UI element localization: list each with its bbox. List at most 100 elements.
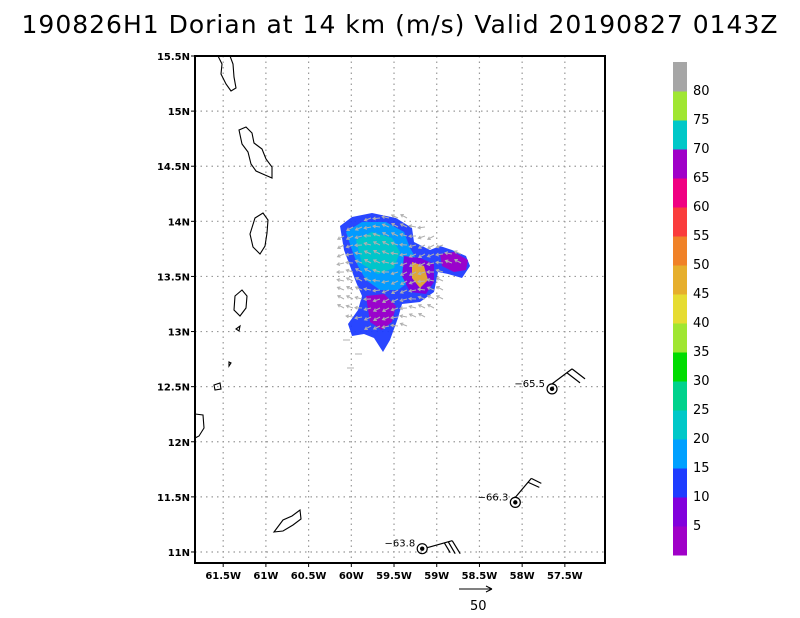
colorbar-segment	[673, 120, 687, 150]
wind-vector-head	[345, 260, 349, 265]
island-outline	[213, 382, 222, 391]
colorbar-segment	[673, 323, 687, 353]
wind-vector	[409, 225, 417, 228]
wind-vector	[364, 268, 372, 273]
wind-vector	[417, 226, 426, 229]
wind-vector	[409, 289, 417, 292]
wind-vector	[364, 226, 372, 229]
wind-vector-head	[372, 326, 377, 330]
wind-vector-head	[436, 286, 440, 290]
wind-vector-head	[363, 277, 368, 282]
wind-vector	[427, 279, 435, 282]
wind-vector	[391, 214, 399, 219]
colorbar-segment	[673, 410, 687, 440]
wind-barb-flags	[528, 477, 542, 488]
wind-vector-head	[408, 304, 413, 309]
y-tick-label: 12N	[168, 438, 190, 449]
y-axis: 15.5N 15N 14.5N 14N 13.5N 13N 12.5N 12N 11.5N 11N	[157, 52, 195, 559]
wind-vector-head	[435, 268, 440, 273]
wind-vector-head	[390, 271, 395, 276]
wind-vector-head	[381, 270, 385, 274]
island-outline	[249, 212, 269, 255]
wind-vector	[409, 305, 417, 309]
reference-vector-label: 50	[470, 599, 487, 614]
wind-vector	[454, 259, 462, 264]
y-tick-label: 15.5N	[157, 52, 190, 63]
wind-vector-head	[408, 288, 413, 293]
wind-vector-head	[426, 236, 431, 240]
reference-vector: 50	[459, 585, 493, 614]
wind-vector-head	[426, 304, 431, 308]
wind-vector	[390, 324, 399, 327]
colorbar-label: 80	[693, 84, 710, 99]
station-label: −63.8	[385, 539, 416, 550]
wind-vector-head	[336, 270, 340, 275]
wind-vector-head	[390, 214, 395, 218]
colorbar-label: 30	[693, 374, 710, 389]
wind-vector-head	[408, 313, 413, 317]
wind-vector	[373, 316, 381, 321]
x-tick-label: 57.5W	[547, 571, 583, 582]
wind-vector-head	[354, 277, 359, 281]
wind-vector-head	[390, 261, 394, 266]
wind-vector-head	[417, 304, 422, 308]
colorbar-segment	[673, 62, 687, 92]
wind-vector-head	[372, 216, 376, 221]
island-outline	[235, 324, 241, 332]
colorbar-label: 45	[693, 287, 710, 302]
wind-vector-head	[336, 295, 341, 299]
wind-barb-staff	[551, 368, 573, 385]
wind-vector-head	[417, 235, 422, 240]
wind-vector-head	[345, 314, 350, 319]
wind-vector	[382, 216, 390, 219]
wind-vector-head	[399, 252, 404, 257]
island-outline	[272, 508, 302, 533]
colorbar-label: 65	[693, 171, 710, 186]
wind-vector-head	[381, 250, 386, 255]
reference-vector-head	[485, 585, 493, 593]
y-tick-label: 13.5N	[157, 272, 190, 283]
observation-stations: −65.5 −66.3 −63.8	[385, 368, 586, 555]
wind-vector	[372, 289, 381, 292]
colorbar-label: 25	[693, 403, 710, 418]
wind-vector-head	[336, 245, 341, 249]
wind-vector	[355, 235, 363, 239]
wind-vector-head	[381, 215, 386, 219]
wind-vector	[400, 233, 408, 237]
wind-vector-head	[381, 316, 386, 321]
wind-vector-head	[399, 281, 404, 285]
island-outline	[233, 289, 248, 317]
wind-vector	[337, 253, 345, 258]
wind-vector-head	[453, 259, 458, 263]
wind-vector	[373, 241, 381, 246]
wind-vector	[373, 233, 381, 237]
wind-vector	[364, 242, 372, 246]
colorbar-label: 15	[693, 461, 710, 476]
colorbar-segment	[673, 468, 687, 498]
coastlines	[195, 56, 302, 533]
wind-vector	[391, 242, 399, 246]
island-outline	[238, 126, 273, 179]
wind-vector	[435, 253, 444, 256]
wind-vector-head	[372, 268, 377, 273]
x-tick-label: 59.5W	[376, 571, 412, 582]
colorbar-label: 35	[693, 345, 710, 360]
wind-vector	[417, 288, 426, 291]
wind-vector	[346, 226, 354, 231]
wind-vector-head	[417, 263, 422, 267]
wind-vector-head	[381, 280, 386, 284]
plot-frame	[194, 55, 606, 564]
wind-vector	[373, 298, 381, 302]
y-tick-label: 13N	[168, 328, 190, 339]
wind-vector-head	[372, 298, 377, 303]
wind-vector	[418, 304, 426, 309]
wind-vector-head	[435, 252, 440, 257]
x-tick-label: 58.5W	[462, 571, 498, 582]
wind-vector	[390, 262, 399, 265]
wind-barb-flags	[443, 540, 461, 554]
wind-vector	[400, 271, 408, 276]
colorbar: 5 10 15 20 25 30 35 40 45 50 55 60 65 70 75 80	[673, 62, 710, 556]
wind-vector	[355, 226, 363, 231]
colorbar-segment	[673, 91, 687, 121]
wind-vector	[355, 286, 363, 291]
